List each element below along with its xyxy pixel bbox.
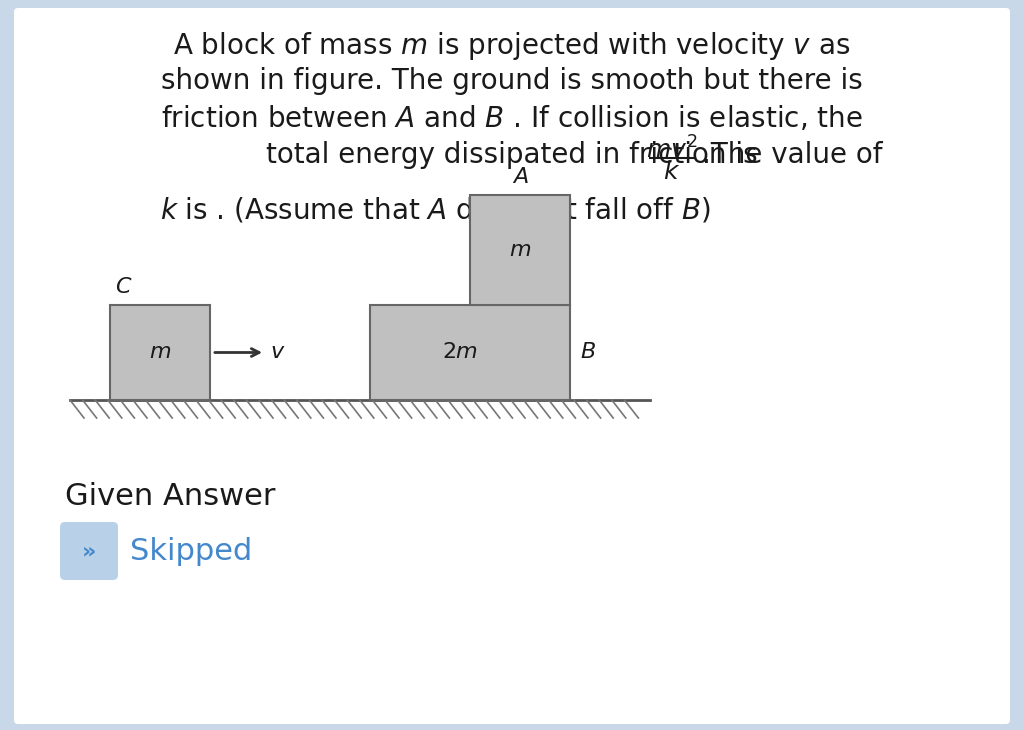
Text: $v$: $v$ bbox=[270, 342, 286, 363]
Text: $k$: $k$ bbox=[664, 160, 681, 184]
Bar bbox=[470, 195, 570, 305]
Text: $B$: $B$ bbox=[580, 342, 596, 363]
Text: $C$: $C$ bbox=[115, 277, 132, 297]
Text: $m$: $m$ bbox=[509, 240, 531, 260]
Text: $k$ is . (Assume that $A$ does not fall off $B$): $k$ is . (Assume that $A$ does not fall … bbox=[160, 195, 711, 224]
Text: $2m$: $2m$ bbox=[442, 342, 478, 363]
Text: Skipped: Skipped bbox=[130, 537, 252, 566]
Text: total energy dissipated in friction is: total energy dissipated in friction is bbox=[266, 141, 758, 169]
Bar bbox=[370, 305, 570, 400]
Text: A block of mass $m$ is projected with velocity $v$ as: A block of mass $m$ is projected with ve… bbox=[173, 30, 851, 62]
Text: $mv^2$: $mv^2$ bbox=[646, 136, 697, 164]
Text: .The value of: .The value of bbox=[702, 141, 883, 169]
FancyBboxPatch shape bbox=[60, 522, 118, 580]
Text: »: » bbox=[82, 541, 96, 561]
Text: Given Answer: Given Answer bbox=[65, 482, 275, 511]
Text: friction between $A$ and $B$ . If collision is elastic, the: friction between $A$ and $B$ . If collis… bbox=[161, 104, 863, 133]
Text: $A$: $A$ bbox=[512, 167, 528, 187]
FancyBboxPatch shape bbox=[14, 8, 1010, 724]
Text: shown in figure. The ground is smooth but there is: shown in figure. The ground is smooth bu… bbox=[161, 67, 863, 95]
Bar bbox=[110, 305, 210, 400]
Text: $m$: $m$ bbox=[148, 342, 171, 363]
